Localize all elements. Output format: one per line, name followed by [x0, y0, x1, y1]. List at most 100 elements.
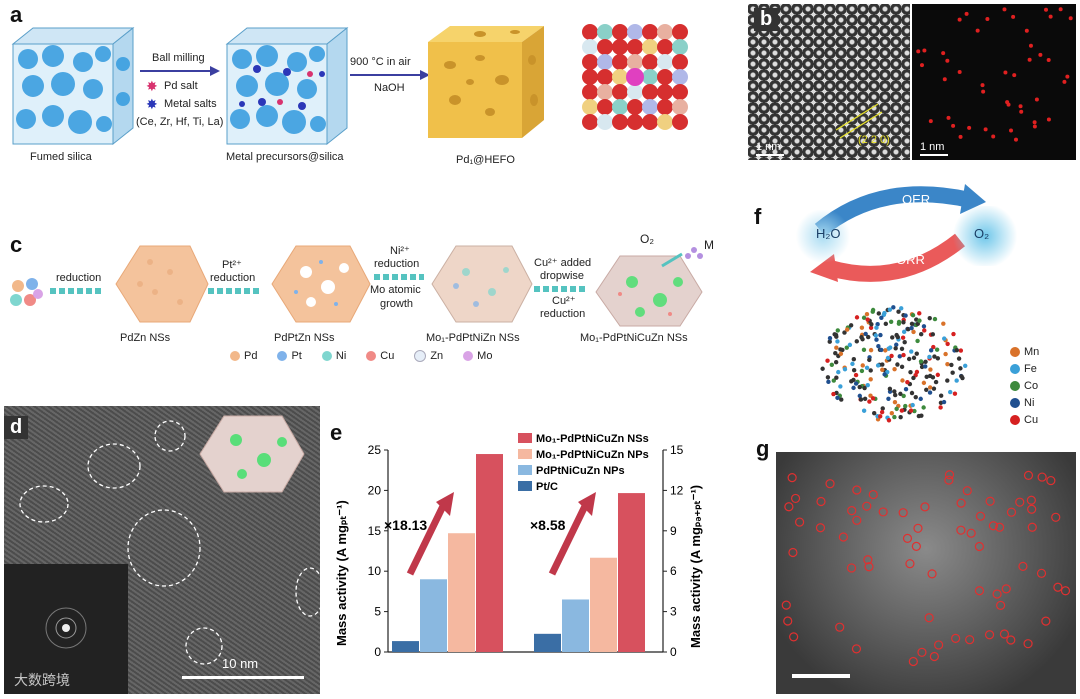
lattice-atom	[612, 39, 628, 55]
lattice-atom	[672, 24, 688, 40]
cluster-atom	[891, 305, 896, 310]
cluster-atom	[949, 362, 954, 368]
cluster-atom	[859, 368, 865, 374]
lattice-atom	[672, 99, 688, 115]
scale-right-label: 1 nm	[920, 141, 945, 153]
single-atom-marker	[1015, 497, 1025, 507]
eds-dot	[916, 49, 921, 54]
eds-dot	[1068, 16, 1073, 21]
cluster-atom	[890, 335, 895, 340]
mass-activity-chart: 0 5 10 15 20 25 0 3 6 9 12 15 Mass activity (A mgₚₜ⁻…	[334, 433, 703, 659]
scale-left-label: 1 nm	[756, 141, 781, 153]
fft-inset	[4, 564, 128, 694]
f-legend-cu: Cu	[1010, 414, 1039, 426]
eds-dot	[1006, 102, 1011, 107]
h2o-label: H₂O	[816, 226, 841, 241]
cluster-atom	[844, 327, 850, 332]
f-legend-cu-swatch	[1010, 415, 1020, 425]
eds-dot	[1058, 7, 1063, 12]
cluster-atom	[918, 359, 924, 364]
panel-d-letter: d	[4, 416, 29, 439]
single-atom-marker	[851, 644, 862, 654]
legend-pd: Pd	[230, 350, 257, 362]
g-scale-bar	[792, 674, 850, 678]
bar-2-1	[534, 633, 561, 652]
legend-zn-swatch	[414, 350, 427, 362]
cluster-atom	[927, 390, 933, 395]
m-label: M	[704, 238, 714, 252]
eds-dot	[1009, 128, 1014, 133]
single-atom-marker	[1001, 584, 1011, 594]
single-atom-marker	[974, 541, 984, 552]
legend-label: Mo₁-PdPtNiCuZn NSs	[536, 433, 649, 445]
single-atom-marker	[816, 496, 826, 507]
cluster-atom	[831, 391, 836, 397]
f-legend-fe-label: Fe	[1024, 363, 1037, 375]
single-atom-marker	[1006, 507, 1017, 517]
cluster-atom	[941, 321, 946, 326]
single-atom-marker	[944, 475, 954, 485]
cluster-atom	[880, 367, 885, 372]
cluster-atom	[935, 356, 941, 361]
metal-salts-label: Metal salts	[164, 98, 217, 110]
single-atom-marker	[944, 470, 955, 480]
cluster-atom	[886, 346, 891, 351]
f-legend-mn: Mn	[1010, 346, 1039, 358]
cluster-atom	[924, 387, 929, 392]
eds-dot	[946, 115, 951, 120]
scale-bar-left	[756, 154, 784, 156]
f-legend-fe: Fe	[1010, 363, 1039, 375]
single-atom-marker	[1060, 586, 1071, 596]
bar-1-2	[420, 579, 447, 652]
lattice-atom	[597, 84, 613, 100]
cluster-atom	[829, 362, 835, 367]
single-atom-marker	[956, 498, 966, 508]
cluster-atom	[849, 379, 854, 384]
cluster-atom	[918, 396, 923, 402]
cluster-atom	[898, 391, 903, 397]
cluster-atom	[914, 351, 919, 356]
single-atom-marker	[787, 473, 797, 483]
single-atom-marker	[783, 616, 793, 626]
eds-dot	[919, 63, 924, 68]
cluster-atom	[908, 369, 913, 375]
cluster-atom	[931, 386, 937, 391]
single-atom-marker	[835, 622, 845, 632]
cluster-atom	[943, 351, 948, 357]
cluster-atom	[838, 351, 844, 356]
bar-1-3	[448, 533, 475, 652]
eds-dot	[942, 77, 947, 82]
cluster-atom	[864, 311, 870, 317]
f-element-legend: Mn Fe Co Ni Cu	[1010, 346, 1039, 426]
step1-label: reduction	[56, 272, 102, 284]
single-atom-marker	[868, 489, 878, 500]
cluster-atom	[879, 409, 885, 415]
metal-precursors-cube	[225, 26, 349, 146]
f-legend-co-swatch	[1010, 381, 1020, 391]
single-atom-marker	[852, 515, 862, 525]
cluster-atom	[878, 332, 883, 338]
legend-cu: Cu	[366, 350, 394, 362]
cluster-atom	[899, 346, 905, 352]
eds-dot	[958, 134, 963, 139]
cluster-atom	[851, 385, 856, 391]
cluster-atom	[883, 321, 889, 327]
cluster-atom	[875, 322, 880, 327]
cluster-atom	[918, 331, 924, 337]
cluster-atom	[931, 344, 936, 350]
single-atom-marker	[995, 522, 1005, 532]
single-atom-marker	[1023, 470, 1034, 480]
lattice-atom	[657, 84, 673, 100]
cluster-atom	[862, 396, 868, 402]
scale-bar-right	[920, 154, 948, 156]
y-tick-label-left: 0	[374, 645, 381, 659]
eds-dot	[957, 69, 962, 74]
cluster-atom	[932, 354, 937, 359]
lattice-atom	[597, 99, 613, 115]
haadf-g-image	[776, 452, 1076, 694]
cluster-atom	[935, 372, 941, 378]
lattice-atom	[657, 54, 673, 70]
single-atom-marker	[934, 640, 944, 650]
mo1-pdptnicuzn-nanosheet	[595, 247, 703, 327]
lattice-atom	[582, 84, 598, 100]
